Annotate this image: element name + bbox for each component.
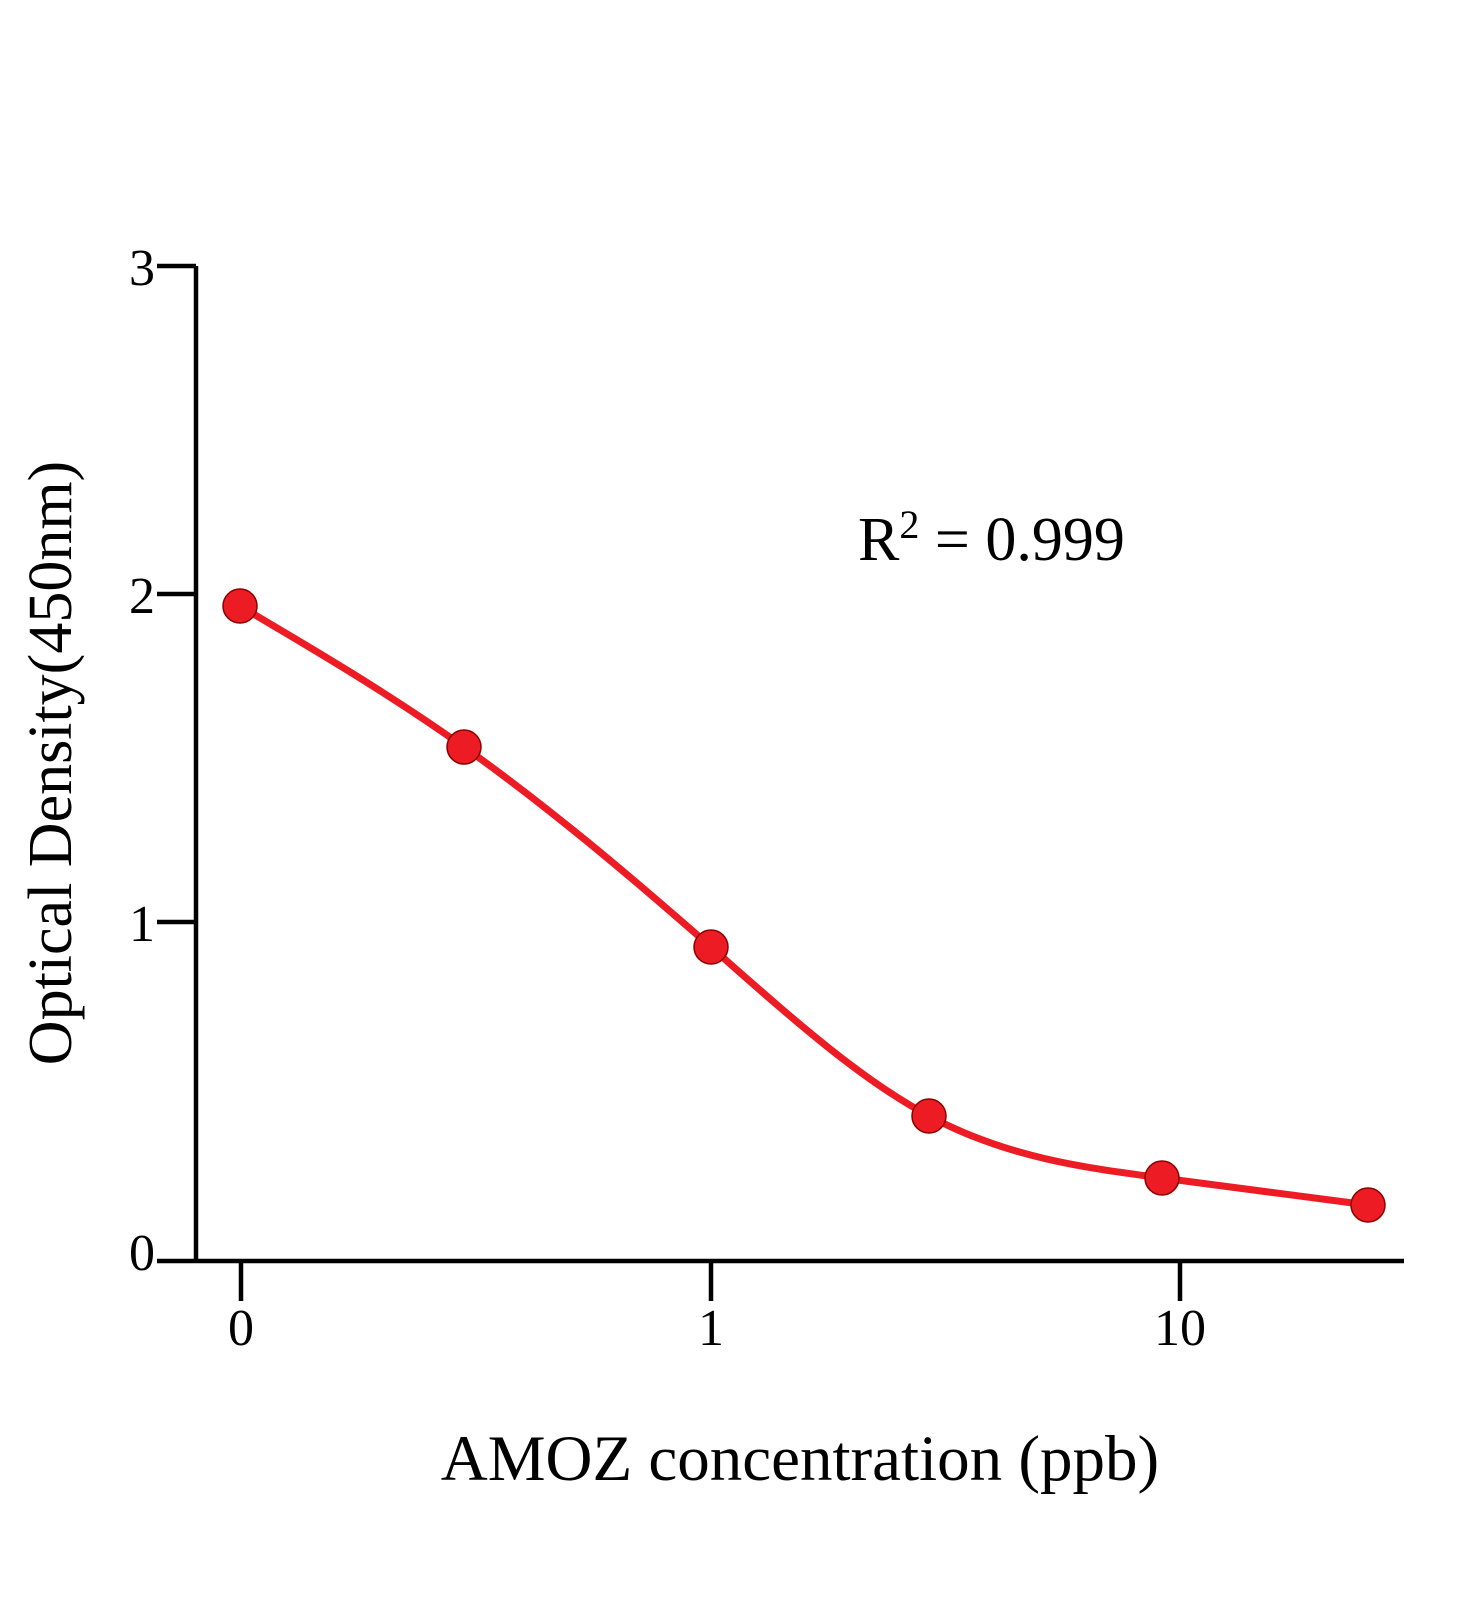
svg-text:3: 3 [129, 240, 155, 297]
svg-text:Optical Density(450nm): Optical Density(450nm) [17, 461, 85, 1065]
svg-text:AMOZ concentration (ppb): AMOZ concentration (ppb) [441, 1423, 1159, 1495]
svg-text:0: 0 [228, 1300, 254, 1357]
svg-text:1: 1 [129, 896, 155, 953]
svg-text:1: 1 [698, 1300, 724, 1357]
svg-text:R2 = 0.999: R2 = 0.999 [858, 502, 1125, 574]
svg-text:2: 2 [129, 568, 155, 625]
svg-text:10: 10 [1154, 1300, 1206, 1357]
svg-text:0: 0 [129, 1225, 155, 1282]
